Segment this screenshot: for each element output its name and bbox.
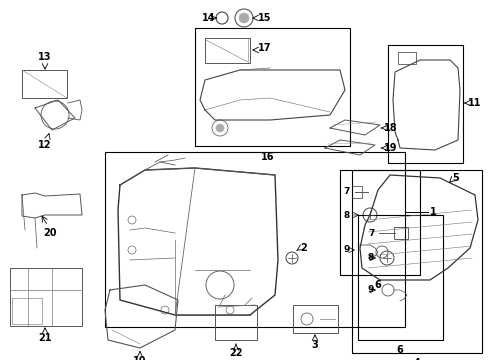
- Text: 3: 3: [311, 340, 318, 350]
- Bar: [393, 227, 407, 239]
- Bar: [195, 28, 349, 146]
- Bar: [12, 298, 42, 324]
- Text: 9: 9: [367, 285, 374, 294]
- Text: 7: 7: [343, 188, 349, 197]
- Text: 12: 12: [38, 140, 52, 150]
- Text: 22: 22: [229, 348, 242, 358]
- Bar: [397, 52, 415, 64]
- Text: 18: 18: [383, 123, 397, 133]
- Text: 4: 4: [413, 358, 420, 360]
- Text: 14: 14: [201, 13, 215, 23]
- Text: 10: 10: [133, 356, 146, 360]
- Circle shape: [239, 13, 248, 23]
- Text: 5: 5: [451, 173, 458, 183]
- Bar: [351, 170, 481, 353]
- Bar: [357, 215, 442, 340]
- Text: 2: 2: [299, 243, 306, 253]
- Text: 6: 6: [374, 280, 381, 290]
- Text: 8: 8: [367, 253, 373, 262]
- Text: 19: 19: [383, 143, 397, 153]
- Text: 11: 11: [467, 98, 481, 108]
- Bar: [10, 268, 82, 326]
- Bar: [204, 38, 249, 63]
- Text: 6: 6: [396, 345, 403, 355]
- Bar: [105, 152, 404, 327]
- Bar: [387, 45, 462, 163]
- Bar: [339, 170, 419, 275]
- Text: 16: 16: [261, 152, 274, 162]
- Text: 8: 8: [343, 211, 349, 220]
- Text: 9: 9: [343, 246, 349, 255]
- Text: 17: 17: [258, 43, 271, 53]
- Text: 13: 13: [38, 52, 52, 62]
- Bar: [215, 305, 257, 340]
- Text: 20: 20: [43, 228, 57, 238]
- Bar: [351, 186, 361, 198]
- Bar: [22, 70, 67, 98]
- Text: 1: 1: [429, 207, 436, 217]
- Text: 15: 15: [258, 13, 271, 23]
- Text: 21: 21: [38, 333, 52, 343]
- Circle shape: [216, 124, 224, 132]
- Bar: [292, 305, 337, 333]
- Text: 7: 7: [367, 229, 374, 238]
